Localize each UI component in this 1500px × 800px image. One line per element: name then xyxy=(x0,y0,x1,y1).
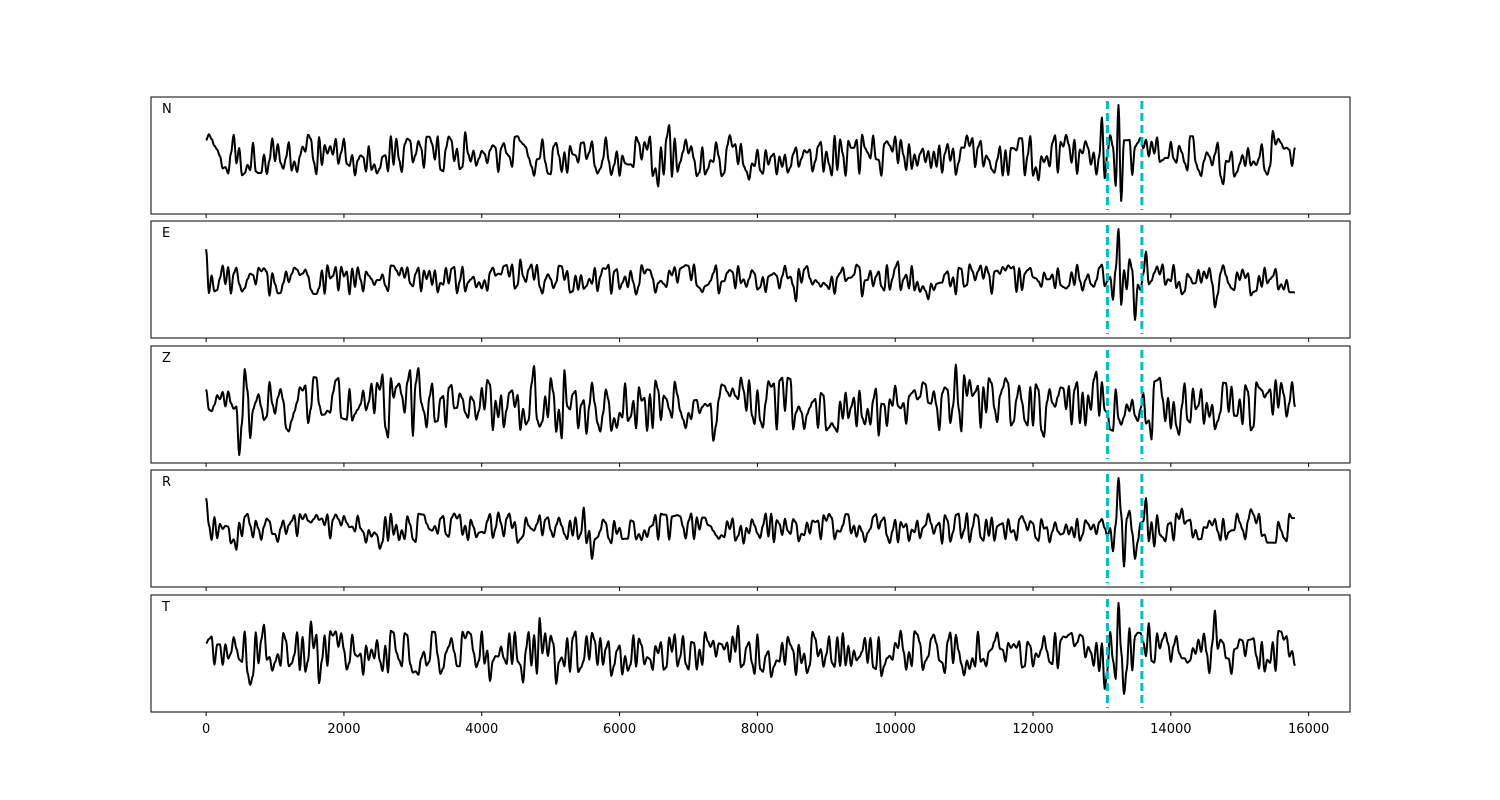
trace-n xyxy=(205,104,1296,202)
x-tick-label: 8000 xyxy=(741,722,774,737)
x-tick-label: 0 xyxy=(202,722,210,737)
trace-z xyxy=(205,363,1296,456)
panel-frame xyxy=(150,96,1351,215)
x-tick-label: 12000 xyxy=(1012,722,1053,737)
x-axis: 0 2000 4000 6000 8000 10000 12000 14000 16000 xyxy=(202,722,1329,737)
trace-r xyxy=(205,477,1296,568)
panel-n: N xyxy=(150,96,1351,218)
x-tick-label: 4000 xyxy=(465,722,498,737)
panel-label: R xyxy=(162,475,171,490)
x-tick-label: 10000 xyxy=(875,722,916,737)
x-tick-label: 16000 xyxy=(1288,722,1329,737)
panels-group: N E Z R T xyxy=(150,96,1351,716)
trace-e xyxy=(205,228,1296,321)
panel-label: N xyxy=(162,102,172,117)
x-tick-label: 2000 xyxy=(327,722,360,737)
panel-r: R xyxy=(150,469,1351,591)
panel-label: Z xyxy=(162,351,171,366)
panel-label: E xyxy=(162,226,170,241)
panel-t: T xyxy=(150,594,1351,716)
panel-e: E xyxy=(150,220,1351,342)
trace-t xyxy=(205,602,1296,695)
x-tick-label: 6000 xyxy=(603,722,636,737)
panel-z: Z xyxy=(150,345,1351,467)
panel-label: T xyxy=(161,600,170,615)
x-tick-label: 14000 xyxy=(1150,722,1191,737)
